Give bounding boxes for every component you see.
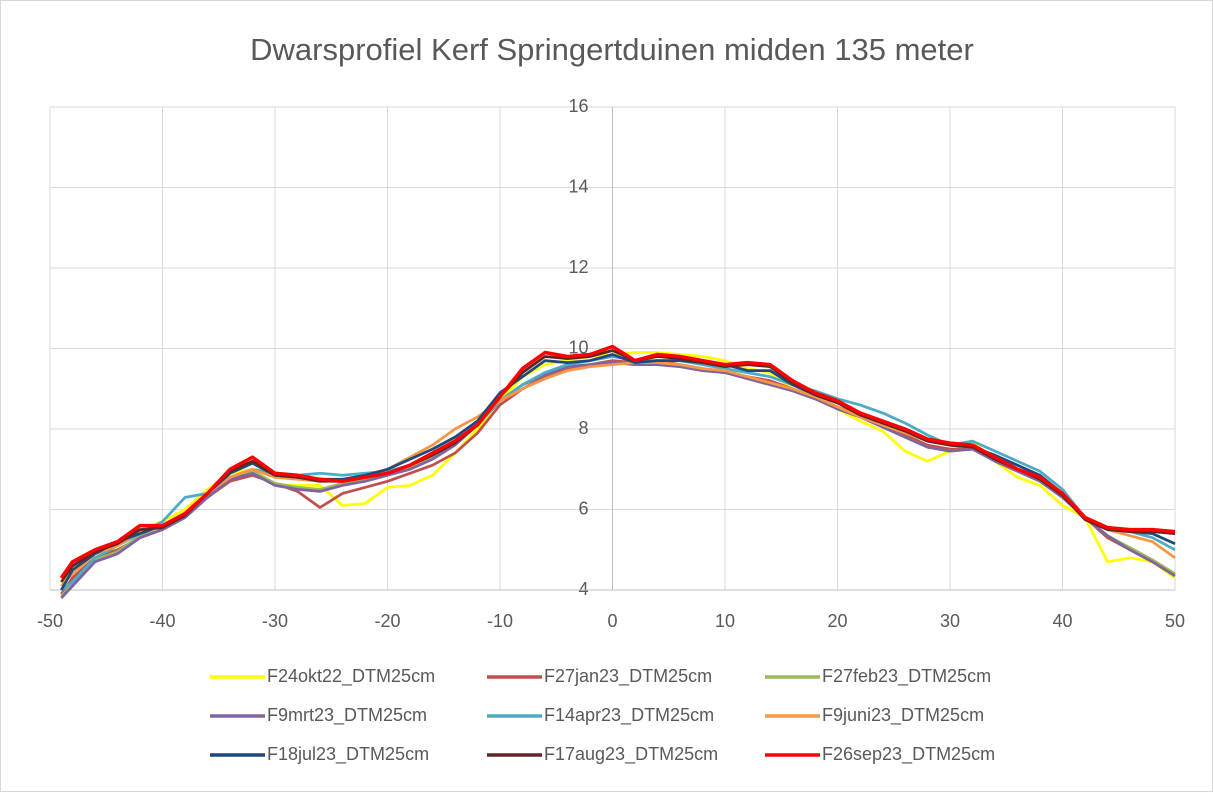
y-tick-label: 8: [578, 418, 588, 438]
legend-label: F18jul23_DTM25cm: [267, 744, 429, 765]
x-tick-label: -10: [487, 611, 513, 631]
x-tick-label: -20: [374, 611, 400, 631]
legend-label: F27feb23_DTM25cm: [822, 666, 991, 687]
y-tick-label: 4: [578, 579, 588, 599]
x-tick-label: 30: [940, 611, 960, 631]
legend-label: F9mrt23_DTM25cm: [267, 705, 427, 726]
series-line: [60, 361, 1176, 599]
x-tick-label: -40: [149, 611, 175, 631]
series-line: [60, 349, 1176, 583]
legend-label: F14apr23_DTM25cm: [544, 705, 714, 726]
x-tick-label: -50: [37, 611, 63, 631]
y-tick-label: 10: [568, 337, 588, 357]
y-tick-label: 6: [578, 498, 588, 518]
x-tick-label: -30: [262, 611, 288, 631]
legend-label: F24okt22_DTM25cm: [267, 666, 435, 687]
y-tick-label: 14: [568, 176, 588, 196]
y-tick-label: 16: [568, 96, 588, 116]
legend-label: F17aug23_DTM25cm: [544, 744, 718, 765]
legend-label: F27jan23_DTM25cm: [544, 666, 712, 687]
x-tick-label: 40: [1052, 611, 1072, 631]
x-tick-label: 10: [715, 611, 735, 631]
chart-title: Dwarsprofiel Kerf Springertduinen midden…: [250, 32, 974, 67]
y-tick-label: 12: [568, 257, 588, 277]
series-line: [59, 344, 1176, 579]
x-tick-label: 20: [827, 611, 847, 631]
x-tick-label: 0: [607, 611, 617, 631]
legend-label: F9juni23_DTM25cm: [822, 705, 984, 726]
legend-label: F26sep23_DTM25cm: [822, 744, 995, 765]
x-tick-label: 50: [1165, 611, 1185, 631]
